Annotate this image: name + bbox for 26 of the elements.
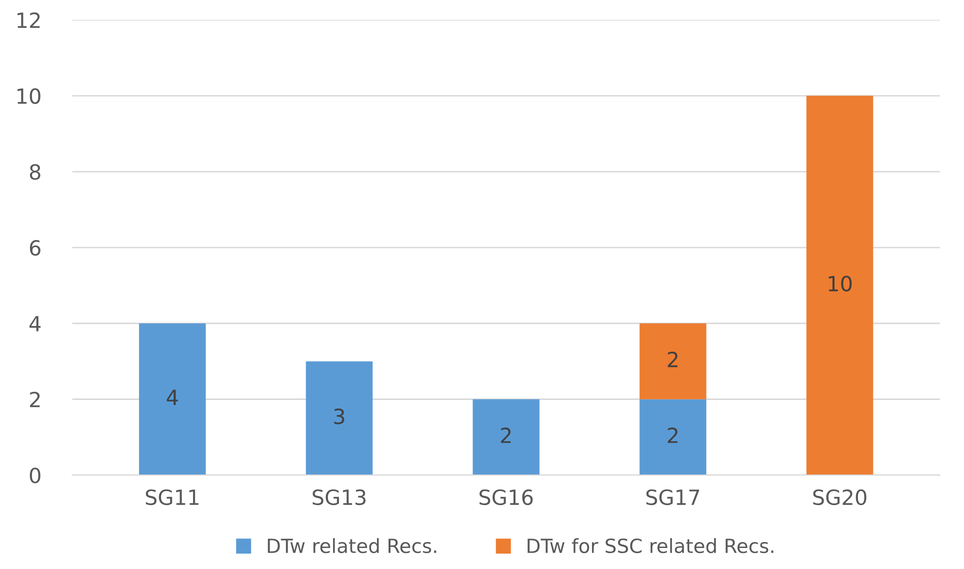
data-label: 2 (501, 427, 511, 443)
y-tick-label: 4 (30, 316, 41, 332)
x-tick-label: SG13 (312, 489, 366, 506)
bar (640, 399, 706, 476)
y-tick-label: 6 (30, 240, 40, 256)
bar (806, 96, 874, 476)
y-tick-label: 12 (18, 12, 40, 28)
legend-label: DTw for SSC related Recs. (528, 538, 774, 554)
x-tick-label: SG16 (480, 489, 533, 506)
y-tick-label: 10 (18, 88, 40, 104)
bar (139, 323, 206, 476)
x-tick-label: SG11 (146, 489, 198, 506)
legend-label: DTw related Recs. (268, 538, 436, 554)
bar (472, 399, 540, 476)
data-label: 4 (166, 390, 178, 405)
data-label: 2 (668, 352, 678, 368)
data-label: 10 (828, 276, 852, 292)
data-label: 3 (334, 408, 344, 424)
data-label: 2 (668, 427, 678, 443)
y-tick-label: 8 (30, 164, 40, 180)
y-tick-label: 0 (30, 468, 40, 484)
bar (306, 361, 373, 476)
x-tick-label: SG17 (646, 489, 700, 506)
y-tick-label: 2 (30, 392, 40, 408)
bar (640, 323, 706, 400)
x-tick-label: SG20 (813, 489, 866, 506)
